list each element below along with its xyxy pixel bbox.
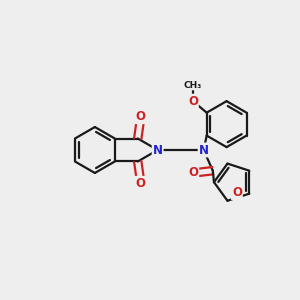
Text: O: O [136, 177, 146, 190]
Text: O: O [188, 167, 198, 179]
Text: CH₃: CH₃ [184, 81, 202, 90]
Text: N: N [153, 143, 163, 157]
Text: O: O [188, 94, 198, 108]
Text: O: O [136, 110, 146, 123]
Text: N: N [199, 143, 208, 157]
Text: O: O [232, 186, 242, 199]
